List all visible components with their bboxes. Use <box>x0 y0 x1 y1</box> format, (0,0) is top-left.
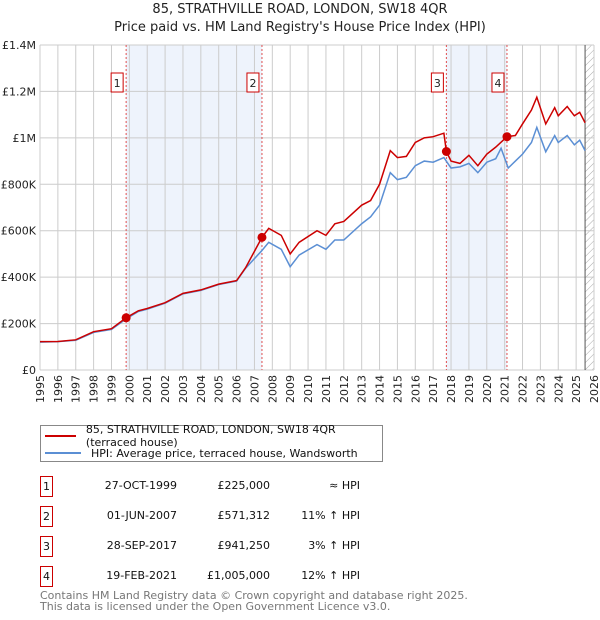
chart-title: 85, STRATHVILLE ROAD, LONDON, SW18 4QR <box>152 2 448 17</box>
sale-price: £571,312 <box>217 509 271 522</box>
x-tick-label: 2012 <box>338 375 351 403</box>
x-tick-label: 2011 <box>320 375 333 403</box>
x-tick-label: 2026 <box>588 375 600 403</box>
sale-label-box <box>246 72 260 93</box>
x-tick-label: 2019 <box>463 375 476 403</box>
sale-date: 28-SEP-2017 <box>106 539 177 552</box>
sale-badge: 4 <box>40 566 53 587</box>
sale-hpi: 3% ↑ HPI <box>308 539 360 552</box>
x-tick-label: 2020 <box>481 375 494 403</box>
footer-licence: This data is licensed under the Open Gov… <box>40 600 391 613</box>
x-tick-label: 2008 <box>266 375 279 403</box>
y-tick-label: £1M <box>13 132 37 145</box>
legend-item-hpi: HPI: Average price, terraced house, Wand… <box>45 446 358 460</box>
y-tick-label: £800K <box>1 178 37 191</box>
x-tick-label: 2025 <box>570 375 583 403</box>
sale-label: 3 <box>434 77 441 90</box>
forecast-hatch <box>585 45 594 370</box>
sale-point <box>257 232 267 242</box>
x-tick-label: 2006 <box>231 375 244 403</box>
y-tick-label: £200K <box>1 318 37 331</box>
x-tick-label: 2007 <box>248 375 261 403</box>
shaded-period <box>126 45 262 370</box>
sale-badge: 1 <box>40 476 53 497</box>
x-tick-label: 2005 <box>213 375 226 403</box>
legend-swatch-red <box>45 435 76 437</box>
sale-hpi: ≈ HPI <box>329 479 360 492</box>
footer-copyright: Contains HM Land Registry data © Crown c… <box>40 589 468 602</box>
x-tick-label: 2024 <box>552 375 565 403</box>
price-chart: 1995 1996 1997 1998 1999 2000 2001 2002 2003 2004… <box>1 39 600 403</box>
legend-label: HPI: Average price, terraced house, Wand… <box>91 446 358 460</box>
sale-point <box>441 146 451 156</box>
property-price-line <box>39 95 586 343</box>
x-tick-label: 2018 <box>445 375 458 403</box>
legend-item-property: 85, STRATHVILLE ROAD, LONDON, SW18 4QR (… <box>45 423 382 449</box>
sale-date: 27-OCT-1999 <box>104 479 177 492</box>
x-tick-label: 2023 <box>534 375 547 403</box>
legend: 85, STRATHVILLE ROAD, LONDON, SW18 4QR (… <box>40 423 383 462</box>
x-tick-label: 2015 <box>391 375 404 403</box>
x-tick-label: 2021 <box>499 375 512 403</box>
sale-price: £941,250 <box>217 539 271 552</box>
sale-label-box <box>110 72 124 93</box>
sale-date: 01-JUN-2007 <box>106 509 177 522</box>
x-tick-label: 2010 <box>302 375 315 403</box>
sale-price: £1,005,000 <box>207 569 270 582</box>
x-tick-label: 2002 <box>159 375 172 403</box>
sale-badge: 2 <box>40 506 53 527</box>
x-tick-label: 1996 <box>52 375 65 403</box>
y-tick-label: £1.4M <box>2 39 36 52</box>
y-tick-label: £1.2M <box>2 85 36 98</box>
x-tick-label: 2017 <box>427 375 440 403</box>
x-tick-label: 1997 <box>70 375 83 403</box>
y-tick-label: £400K <box>1 271 37 284</box>
sale-point <box>502 132 512 142</box>
x-tick-label: 2022 <box>517 375 530 403</box>
sale-label: 2 <box>249 77 256 90</box>
sale-hpi: 11% ↑ HPI <box>301 509 360 522</box>
x-tick-label: 2000 <box>123 375 136 403</box>
x-tick-label: 2001 <box>141 375 154 403</box>
legend-label: 85, STRATHVILLE ROAD, LONDON, SW18 4QR (… <box>85 423 336 449</box>
x-tick-label: 2009 <box>284 375 297 403</box>
sale-hpi: 12% ↑ HPI <box>301 569 360 582</box>
sale-label-box <box>430 72 444 93</box>
sale-label: 4 <box>494 77 501 90</box>
y-tick-label: £0 <box>22 364 36 377</box>
sale-label-box <box>491 72 505 93</box>
x-tick-label: 2003 <box>177 375 190 403</box>
x-tick-label: 2016 <box>409 375 422 403</box>
sale-label: 1 <box>114 77 121 90</box>
sale-badge: 3 <box>40 536 53 557</box>
sale-point <box>121 313 131 323</box>
x-tick-label: 2013 <box>356 375 369 403</box>
shaded-period <box>446 45 507 370</box>
x-tick-label: 1999 <box>105 375 118 403</box>
x-tick-label: 1998 <box>88 375 101 403</box>
y-tick-label: £600K <box>1 225 37 238</box>
chart-subtitle: Price paid vs. HM Land Registry's House … <box>114 20 486 35</box>
sale-price: £225,000 <box>217 479 271 492</box>
sale-date: 19-FEB-2021 <box>106 569 177 582</box>
x-tick-label: 2014 <box>374 375 387 403</box>
legend-swatch-blue <box>45 452 81 454</box>
x-tick-label: 1995 <box>34 375 47 403</box>
x-tick-label: 2004 <box>195 375 208 403</box>
